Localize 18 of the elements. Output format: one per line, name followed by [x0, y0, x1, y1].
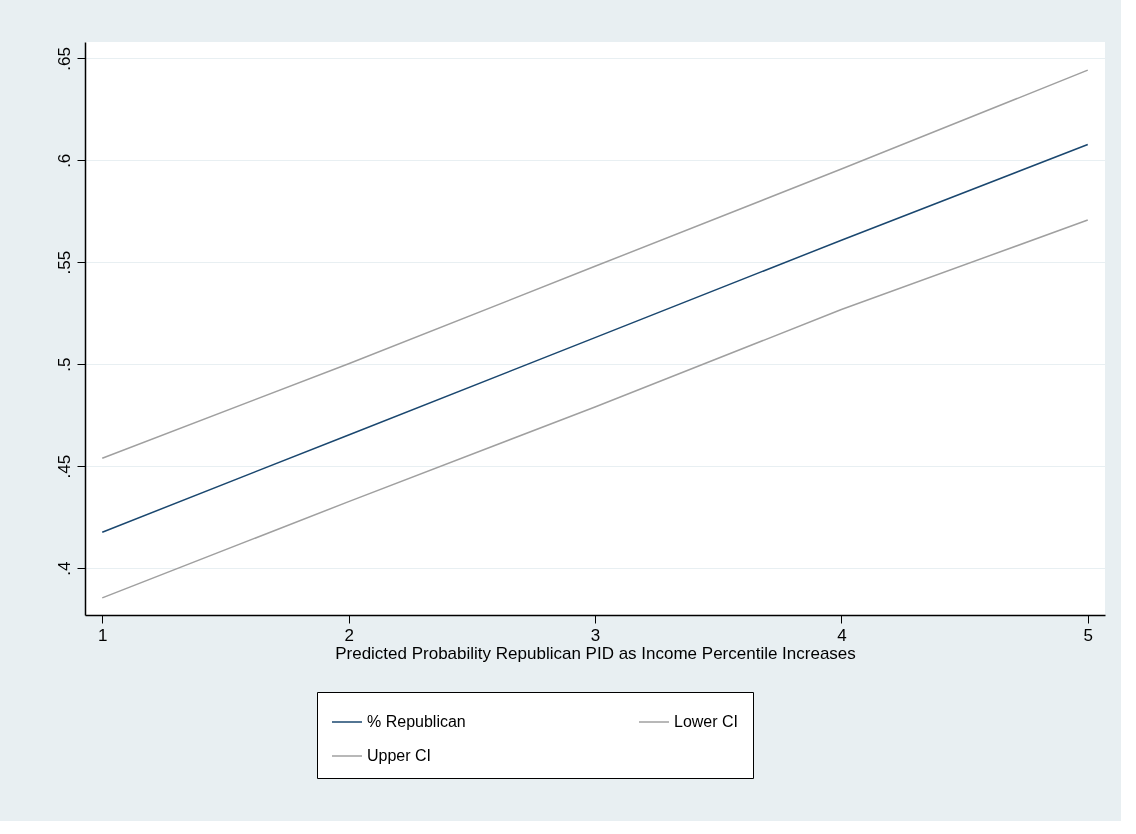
x-tick-label: 5	[1083, 625, 1093, 645]
x-tick-label: 1	[98, 625, 108, 645]
y-tick-label: .55	[54, 250, 74, 275]
x-tick-label: 2	[344, 625, 354, 645]
y-tick-label: .65	[54, 46, 74, 71]
y-tick-label: .5	[54, 357, 74, 372]
x-tick-label: 4	[837, 625, 847, 645]
y-tick-label: .6	[54, 153, 74, 168]
legend-label: % Republican	[367, 713, 466, 730]
legend-label: Upper CI	[367, 747, 432, 764]
line-series	[101, 219, 1089, 599]
line-series	[101, 143, 1089, 533]
line-series	[101, 69, 1089, 459]
x-axis-title: Predicted Probability Republican PID as Income Percentile Increases	[335, 643, 856, 663]
y-tick-label: .4	[54, 561, 74, 576]
x-tick-label: 3	[590, 625, 601, 645]
legend-label: Lower CI	[674, 713, 739, 730]
y-tick-label: .45	[54, 454, 74, 479]
